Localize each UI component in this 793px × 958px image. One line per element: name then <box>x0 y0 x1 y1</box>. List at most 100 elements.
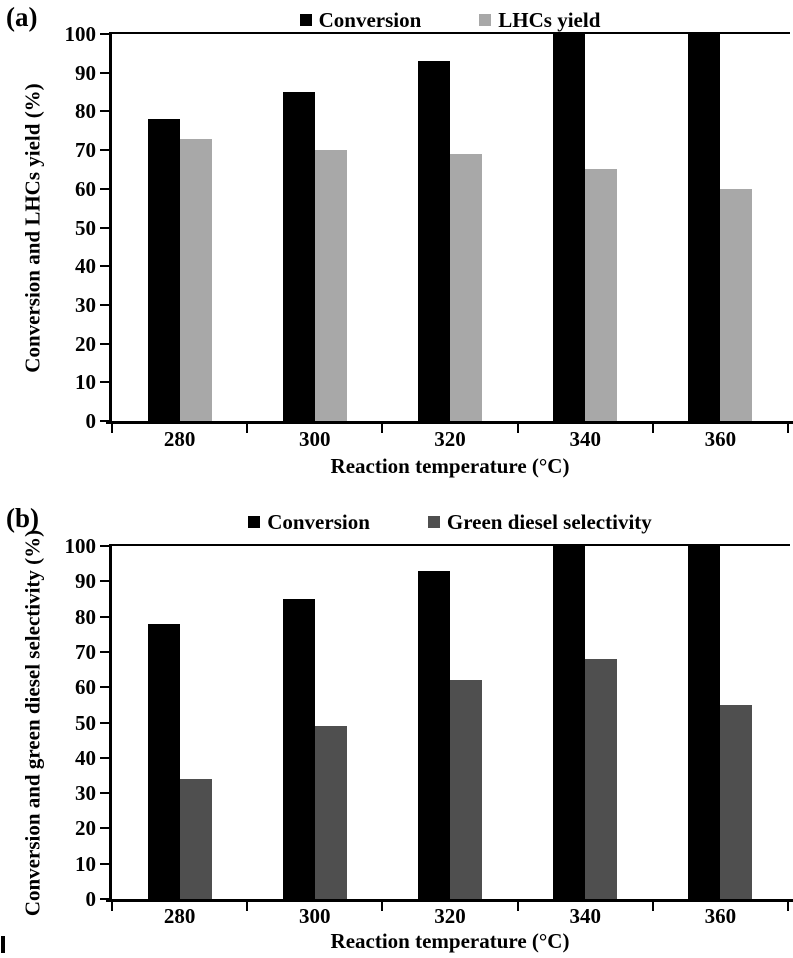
x-tick-5 <box>787 424 789 433</box>
y-tick-90 <box>100 71 109 74</box>
bar-conversion-320 <box>418 570 450 899</box>
x-tick-1 <box>246 902 249 911</box>
bar-conversion-340 <box>553 34 586 421</box>
x-axis-title-b: Reaction temperature (°C) <box>330 929 570 953</box>
y-tick-70 <box>100 650 109 653</box>
y-tick-label-50: 50 <box>75 215 96 240</box>
legend-swatch-0 <box>299 14 312 26</box>
bar-conversion-300 <box>282 92 315 421</box>
legend-a: Conversion LHCs yield <box>112 8 788 32</box>
bar-conversion-360 <box>688 34 721 421</box>
bar-conversion-280 <box>147 119 180 421</box>
legend-item-0: Conversion <box>299 8 422 32</box>
y-tick-50 <box>100 226 109 229</box>
y-tick-label-20: 20 <box>75 816 96 841</box>
bar-green-diesel-selectivity-280 <box>179 778 212 899</box>
bar-lhcs-yield-320 <box>450 153 482 421</box>
x-tick-label-280: 280 <box>163 904 196 928</box>
bar-green-diesel-selectivity-300 <box>314 726 347 899</box>
x-tick-1 <box>246 424 249 433</box>
legend-item-1: LHCs yield <box>479 8 600 32</box>
y-tick-label-90: 90 <box>75 569 96 594</box>
y-tick-label-100: 100 <box>64 22 97 46</box>
legend-label-1: Green diesel selectivity <box>446 510 652 534</box>
bar-lhcs-yield-340 <box>585 169 618 421</box>
bar-green-diesel-selectivity-360 <box>720 704 753 899</box>
panel-label-a: (a) <box>6 2 38 32</box>
bar-group-360 <box>653 34 788 421</box>
bar-group-300 <box>247 34 382 421</box>
y-tick-40 <box>100 756 109 759</box>
x-tick-3 <box>516 424 519 433</box>
y-tick-label-0: 0 <box>85 887 97 911</box>
y-tick-label-40: 40 <box>75 745 96 770</box>
x-tick-2 <box>381 902 384 911</box>
x-tick-4 <box>651 902 654 911</box>
y-tick-10 <box>100 862 109 865</box>
bar-lhcs-yield-300 <box>314 150 347 421</box>
y-tick-80 <box>100 110 109 113</box>
y-tick-label-0: 0 <box>85 409 97 433</box>
y-axis-line <box>109 544 112 902</box>
bar-group-280 <box>112 34 247 421</box>
x-tick-label-320: 320 <box>434 904 466 928</box>
x-tick-label-320: 320 <box>434 427 466 451</box>
y-tick-30 <box>100 792 109 795</box>
bar-group-340 <box>518 546 653 899</box>
bar-group-320 <box>382 546 517 899</box>
y-tick-20 <box>100 827 109 830</box>
y-tick-0 <box>100 420 109 422</box>
y-tick-label-90: 90 <box>75 60 96 85</box>
bar-conversion-280 <box>147 623 180 899</box>
x-tick-label-340: 340 <box>569 904 601 928</box>
bar-group-360 <box>653 546 788 899</box>
x-tick-label-360: 360 <box>704 427 737 451</box>
y-tick-label-60: 60 <box>75 675 96 700</box>
y-tick-label-10: 10 <box>75 370 96 395</box>
legend-label-0: Conversion <box>318 8 422 32</box>
bar-conversion-300 <box>282 598 315 899</box>
y-tick-label-40: 40 <box>75 254 96 279</box>
legend-item-1: Green diesel selectivity <box>427 510 652 534</box>
x-tick-label-280: 280 <box>163 427 196 451</box>
y-tick-10 <box>100 381 109 384</box>
bar-green-diesel-selectivity-340 <box>585 658 618 899</box>
y-tick-50 <box>100 721 109 724</box>
legend-label-1: LHCs yield <box>498 8 601 32</box>
x-tick-2 <box>381 424 384 433</box>
x-axis-line <box>106 421 793 424</box>
legend-swatch-0 <box>248 516 261 528</box>
panel-b: (b) Conversion Green diesel selectivity C… <box>0 496 793 958</box>
y-tick-label-60: 60 <box>75 176 96 201</box>
x-tick-label-340: 340 <box>569 427 601 451</box>
y-tick-label-80: 80 <box>75 99 96 124</box>
x-tick-label-300: 300 <box>299 427 331 451</box>
y-tick-100 <box>100 33 109 35</box>
plot-top-border <box>109 32 790 34</box>
bar-group-320 <box>382 34 517 421</box>
y-tick-label-10: 10 <box>75 851 96 876</box>
y-axis-title-a: Conversion and LHCs yield (%) <box>20 82 45 373</box>
plot-top-border <box>109 544 790 546</box>
bar-group-280 <box>112 546 247 899</box>
y-tick-40 <box>100 265 109 268</box>
plot-area-b <box>112 546 788 899</box>
y-tick-label-20: 20 <box>75 331 96 356</box>
y-tick-label-100: 100 <box>64 534 97 558</box>
bar-lhcs-yield-280 <box>179 138 212 421</box>
y-tick-60 <box>100 187 109 190</box>
y-tick-80 <box>100 615 109 618</box>
y-tick-label-30: 30 <box>75 292 96 317</box>
y-tick-20 <box>100 342 109 345</box>
y-tick-0 <box>100 898 109 900</box>
y-tick-100 <box>100 545 109 547</box>
y-axis-title-b: Conversion and green diesel selectivity … <box>20 529 45 916</box>
y-tick-label-70: 70 <box>75 138 96 163</box>
stray-page-mark <box>1 936 5 953</box>
x-tick-4 <box>651 424 654 433</box>
legend-item-0: Conversion <box>248 510 370 534</box>
bar-lhcs-yield-360 <box>720 188 753 421</box>
x-tick-label-360: 360 <box>704 904 737 928</box>
x-tick-0 <box>111 424 113 433</box>
